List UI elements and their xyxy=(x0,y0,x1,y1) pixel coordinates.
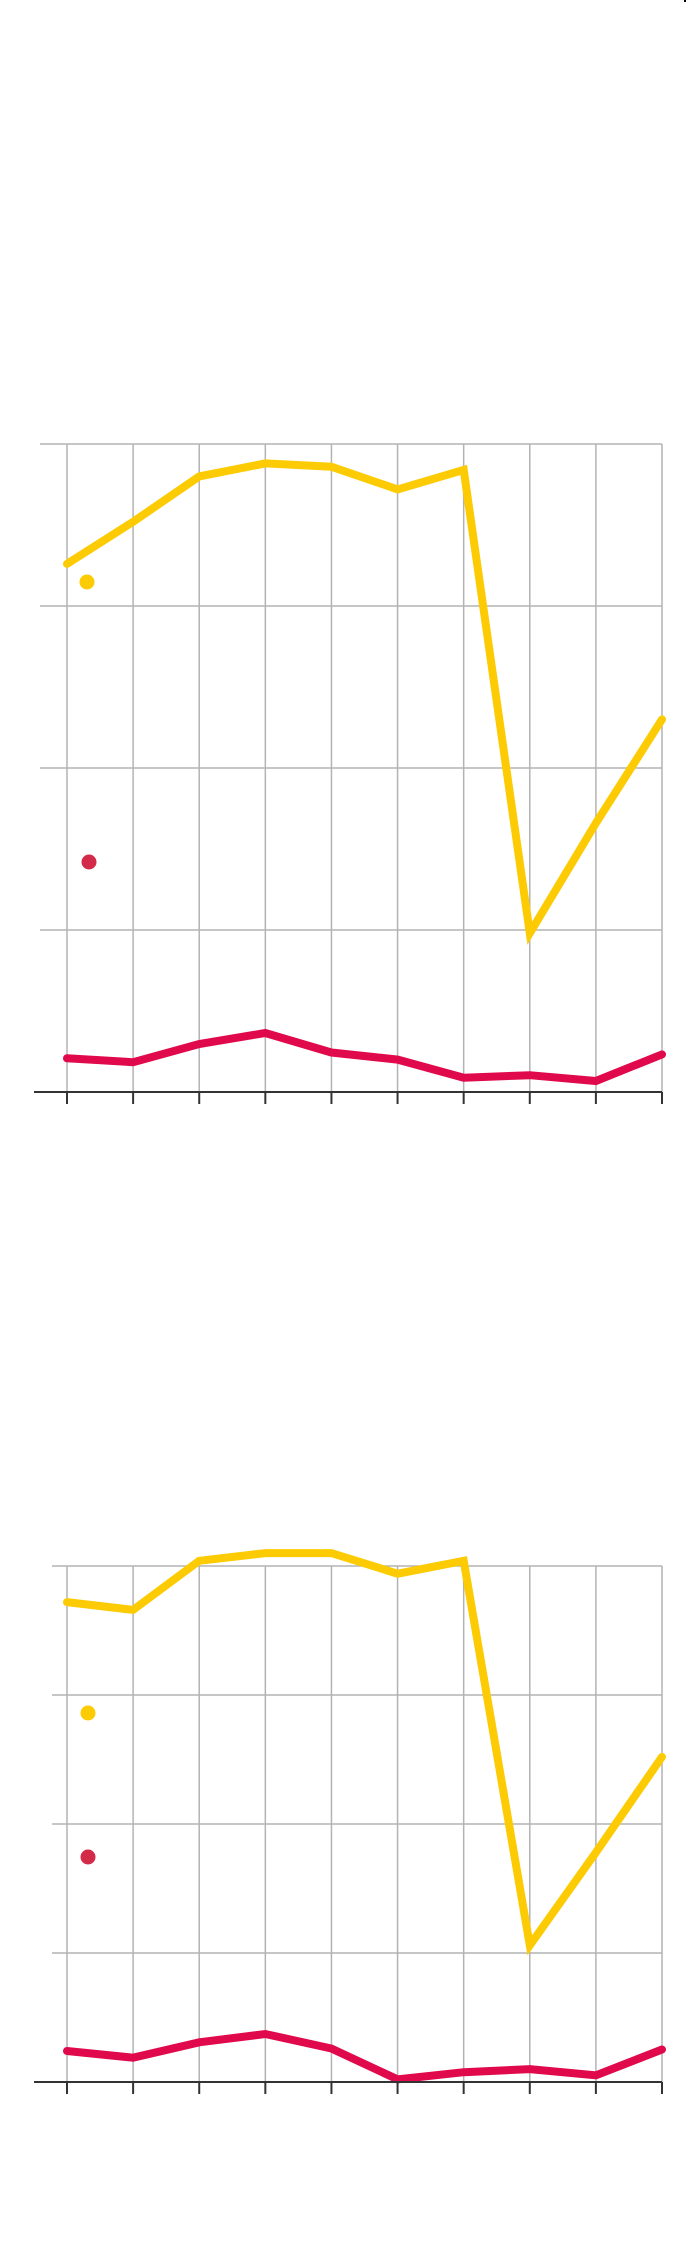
legend-dot-1 xyxy=(79,574,95,590)
series-lines xyxy=(63,1549,666,2084)
grid xyxy=(40,443,663,1092)
series-lines xyxy=(63,459,666,1086)
line-chart-bottom xyxy=(34,1549,666,2094)
series-line-2 xyxy=(63,1028,666,1086)
corner-mark xyxy=(684,0,686,2)
legend xyxy=(80,1705,96,1865)
legend-dot-2 xyxy=(81,854,97,870)
series-line-1 xyxy=(63,1549,666,1956)
series-line-1 xyxy=(63,459,666,945)
legend-dot-2 xyxy=(80,1849,96,1865)
legend xyxy=(79,574,97,870)
legend-dot-1 xyxy=(80,1705,96,1721)
x-axis xyxy=(34,1091,663,1104)
grid xyxy=(52,1565,663,2082)
series-line-2 xyxy=(63,2029,666,2084)
x-axis xyxy=(34,2081,663,2094)
line-chart-top xyxy=(34,443,666,1104)
